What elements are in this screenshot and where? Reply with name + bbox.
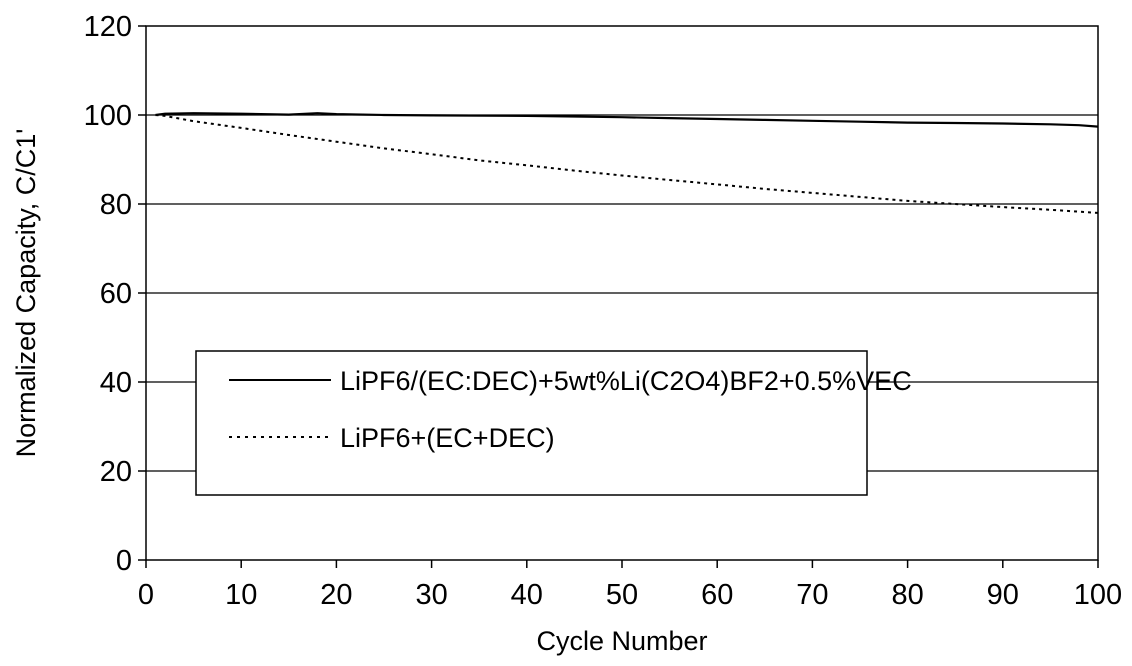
- x-tick-label: 60: [701, 579, 733, 611]
- y-tick-label: 100: [84, 100, 132, 132]
- x-tick-label: 40: [511, 579, 543, 611]
- x-tick-label: 50: [606, 579, 638, 611]
- x-axis-title: Cycle Number: [536, 626, 707, 656]
- y-tick-label: 80: [100, 189, 132, 221]
- x-tick-label: 90: [987, 579, 1019, 611]
- x-tick-label: 0: [138, 579, 154, 611]
- series-line-2: [156, 115, 1099, 213]
- y-tick-label: 120: [84, 11, 132, 43]
- legend: LiPF6/(EC:DEC)+5wt%Li(C2O4)BF2+0.5%VEC L…: [196, 351, 912, 495]
- x-tick-label: 70: [796, 579, 828, 611]
- x-tick-label: 30: [415, 579, 447, 611]
- legend-label-series-2: LiPF6+(EC+DEC): [340, 423, 555, 453]
- y-tick-label: 40: [100, 367, 132, 399]
- axes: 0 20 40 60 80 100 120 0 10 20 30 40 50 60 70 80 90 100: [84, 11, 1123, 611]
- legend-label-series-1: LiPF6/(EC:DEC)+5wt%Li(C2O4)BF2+0.5%VEC: [340, 366, 912, 396]
- series-lines: [156, 113, 1099, 213]
- y-axis-title: Normalized Capacity, C/C1': [11, 129, 41, 458]
- y-tick-label: 20: [100, 456, 132, 488]
- x-tick-label: 80: [891, 579, 923, 611]
- x-tick-label: 10: [225, 579, 257, 611]
- y-tick-label: 60: [100, 278, 132, 310]
- x-tick-label: 100: [1074, 579, 1122, 611]
- y-tick-label: 0: [116, 545, 132, 577]
- x-tick-label: 20: [320, 579, 352, 611]
